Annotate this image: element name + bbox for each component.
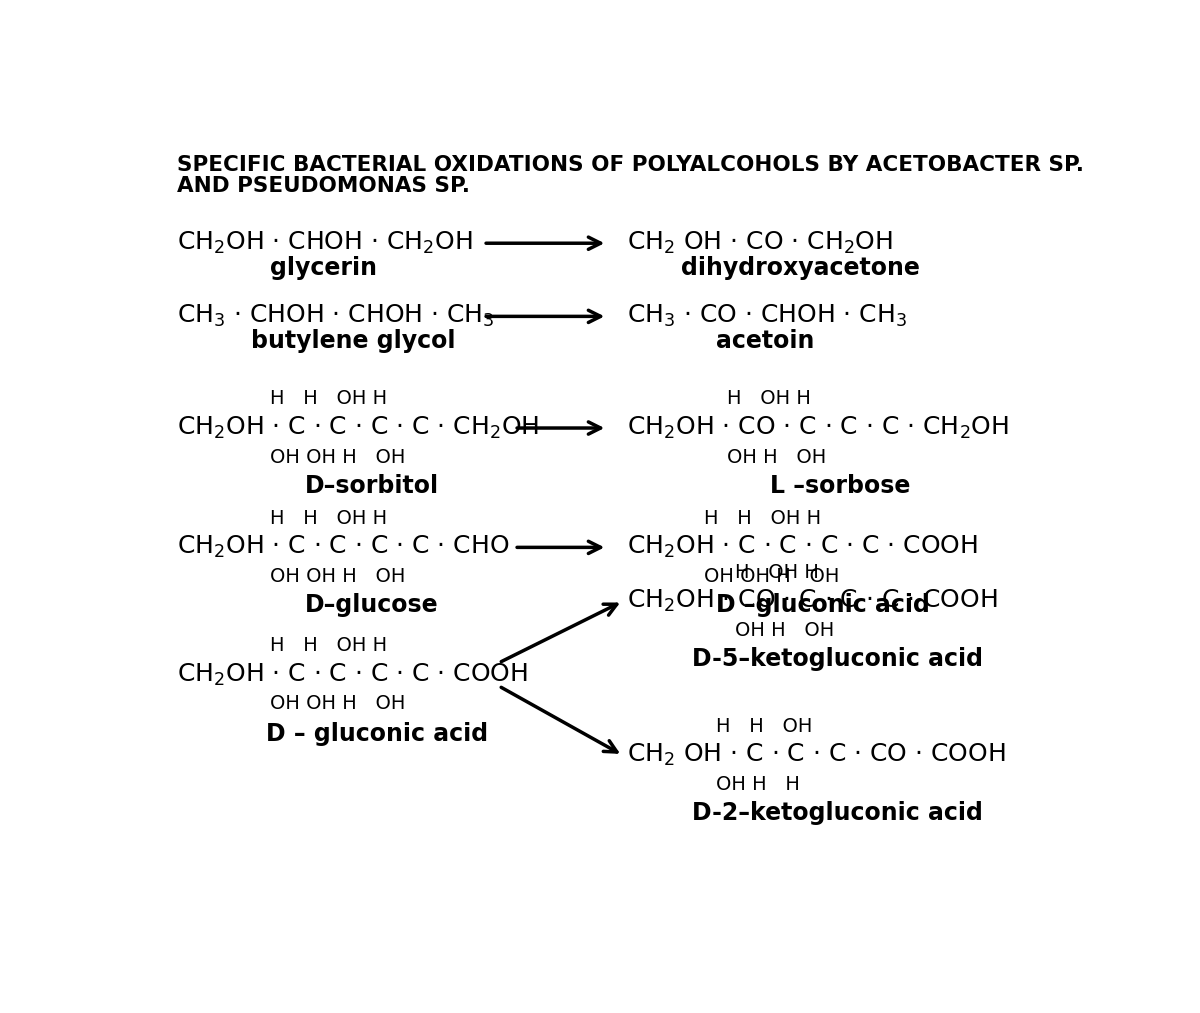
- Text: D – gluconic acid: D – gluconic acid: [266, 722, 488, 747]
- Text: CH$_2$OH $\cdot$ CO $\cdot$ C $\cdot$ C $\cdot$ C $\cdot$ COOH: CH$_2$OH $\cdot$ CO $\cdot$ C $\cdot$ C …: [626, 589, 997, 614]
- Text: CH$_2$OH $\cdot$ C $\cdot$ C $\cdot$ C $\cdot$ C $\cdot$ CH$_2$OH: CH$_2$OH $\cdot$ C $\cdot$ C $\cdot$ C $…: [178, 415, 539, 441]
- Text: L –sorbose: L –sorbose: [770, 474, 911, 497]
- Text: H   H   OH H: H H OH H: [270, 509, 388, 528]
- Text: D-2–ketogluconic acid: D-2–ketogluconic acid: [692, 801, 983, 825]
- Text: D-5–ketogluconic acid: D-5–ketogluconic acid: [692, 647, 984, 671]
- Text: H   H   OH: H H OH: [715, 716, 812, 735]
- Text: D–glucose: D–glucose: [305, 594, 439, 617]
- Text: D –gluconic acid: D –gluconic acid: [715, 594, 930, 617]
- Text: OH OH H   OH: OH OH H OH: [704, 567, 840, 587]
- Text: OH H   H: OH H H: [715, 775, 799, 794]
- Text: glycerin: glycerin: [270, 256, 377, 280]
- Text: butylene glycol: butylene glycol: [251, 329, 455, 353]
- Text: CH$_2$OH $\cdot$ C $\cdot$ C $\cdot$ C $\cdot$ C $\cdot$ CHO: CH$_2$OH $\cdot$ C $\cdot$ C $\cdot$ C $…: [178, 534, 510, 560]
- Text: OH OH H   OH: OH OH H OH: [270, 567, 406, 587]
- Text: H   H   OH H: H H OH H: [270, 636, 388, 654]
- Text: H   OH H: H OH H: [736, 562, 818, 581]
- Text: OH H   OH: OH H OH: [727, 448, 827, 467]
- Text: OH OH H   OH: OH OH H OH: [270, 694, 406, 713]
- Text: H   H   OH H: H H OH H: [270, 389, 388, 408]
- Text: D–sorbitol: D–sorbitol: [305, 474, 439, 497]
- Text: OH OH H   OH: OH OH H OH: [270, 448, 406, 467]
- Text: CH$_2$ OH $\cdot$ CO $\cdot$ CH$_2$OH: CH$_2$ OH $\cdot$ CO $\cdot$ CH$_2$OH: [626, 230, 893, 256]
- Text: H   OH H: H OH H: [727, 389, 811, 408]
- Text: CH$_2$OH $\cdot$ CO $\cdot$ C $\cdot$ C $\cdot$ C $\cdot$ CH$_2$OH: CH$_2$OH $\cdot$ CO $\cdot$ C $\cdot$ C …: [626, 415, 1008, 441]
- Text: H   H   OH H: H H OH H: [704, 509, 821, 528]
- Text: CH$_2$OH $\cdot$ C $\cdot$ C $\cdot$ C $\cdot$ C $\cdot$ COOH: CH$_2$OH $\cdot$ C $\cdot$ C $\cdot$ C $…: [626, 534, 978, 560]
- Text: OH H   OH: OH H OH: [736, 621, 834, 640]
- Text: acetoin: acetoin: [715, 329, 814, 353]
- Text: AND PSEUDOMONAS SP.: AND PSEUDOMONAS SP.: [178, 176, 470, 197]
- Text: CH$_3$ $\cdot$ CHOH $\cdot$ CHOH $\cdot$ CH$_3$: CH$_3$ $\cdot$ CHOH $\cdot$ CHOH $\cdot$…: [178, 303, 494, 329]
- Text: CH$_3$ $\cdot$ CO $\cdot$ CHOH $\cdot$ CH$_3$: CH$_3$ $\cdot$ CO $\cdot$ CHOH $\cdot$ C…: [626, 303, 906, 329]
- Text: CH$_2$OH $\cdot$ C $\cdot$ C $\cdot$ C $\cdot$ C $\cdot$ COOH: CH$_2$OH $\cdot$ C $\cdot$ C $\cdot$ C $…: [178, 661, 528, 688]
- Text: dihydroxyacetone: dihydroxyacetone: [680, 256, 919, 280]
- Text: SPECIFIC BACTERIAL OXIDATIONS OF POLYALCOHOLS BY ACETOBACTER SP.: SPECIFIC BACTERIAL OXIDATIONS OF POLYALC…: [178, 155, 1084, 174]
- Text: CH$_2$OH $\cdot$ CHOH $\cdot$ CH$_2$OH: CH$_2$OH $\cdot$ CHOH $\cdot$ CH$_2$OH: [178, 230, 473, 256]
- Text: CH$_2$ OH $\cdot$ C $\cdot$ C $\cdot$ C $\cdot$ CO $\cdot$ COOH: CH$_2$ OH $\cdot$ C $\cdot$ C $\cdot$ C …: [626, 743, 1006, 769]
